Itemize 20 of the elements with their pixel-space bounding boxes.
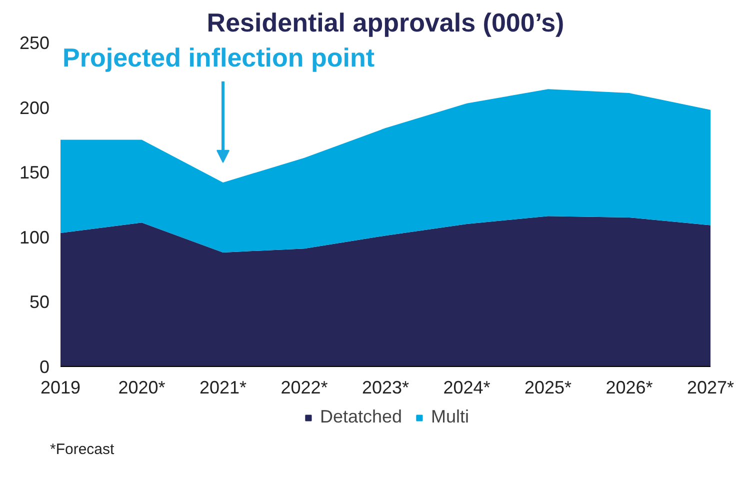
y-tick-label: 150 xyxy=(19,162,50,183)
x-tick-label: 2025* xyxy=(524,378,572,398)
x-tick-label: 2024* xyxy=(443,378,490,398)
x-tick-label: 2019 xyxy=(40,378,81,398)
legend-label: Detatched xyxy=(320,406,402,428)
chart-title: Residential approvals (000’s) xyxy=(206,8,564,38)
y-tick-label: 0 xyxy=(39,357,50,377)
x-tick-label: 2021* xyxy=(199,378,247,398)
x-tick-label: 2027* xyxy=(686,378,734,398)
legend-label: Multi xyxy=(431,406,470,428)
y-tick-label: 200 xyxy=(19,98,50,118)
y-tick-label: 50 xyxy=(29,292,50,312)
y-tick-label: 250 xyxy=(19,33,50,53)
x-tick-label: 2023* xyxy=(362,378,410,398)
text: *Forecast xyxy=(50,440,114,460)
annotation: Projected inflection point xyxy=(62,42,375,72)
y-tick-label: 100 xyxy=(19,227,50,248)
x-tick-label: 2020* xyxy=(118,378,166,398)
x-tick-label: 2022* xyxy=(280,378,328,398)
x-tick-label: 2026* xyxy=(606,378,653,398)
